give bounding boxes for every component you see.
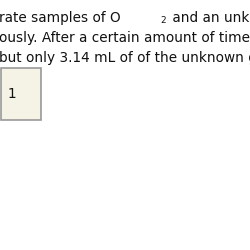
- FancyBboxPatch shape: [1, 68, 41, 120]
- Text: rate samples of O: rate samples of O: [0, 11, 120, 25]
- Text: and an unknown gas w: and an unknown gas w: [168, 11, 250, 25]
- Text: ously. After a certain amount of time, it was: ously. After a certain amount of time, i…: [0, 31, 250, 45]
- Text: 2: 2: [161, 16, 166, 25]
- Text: but only 3.14 mL of of the unknown gas ha: but only 3.14 mL of of the unknown gas h…: [0, 51, 250, 65]
- Text: 1: 1: [7, 87, 16, 101]
